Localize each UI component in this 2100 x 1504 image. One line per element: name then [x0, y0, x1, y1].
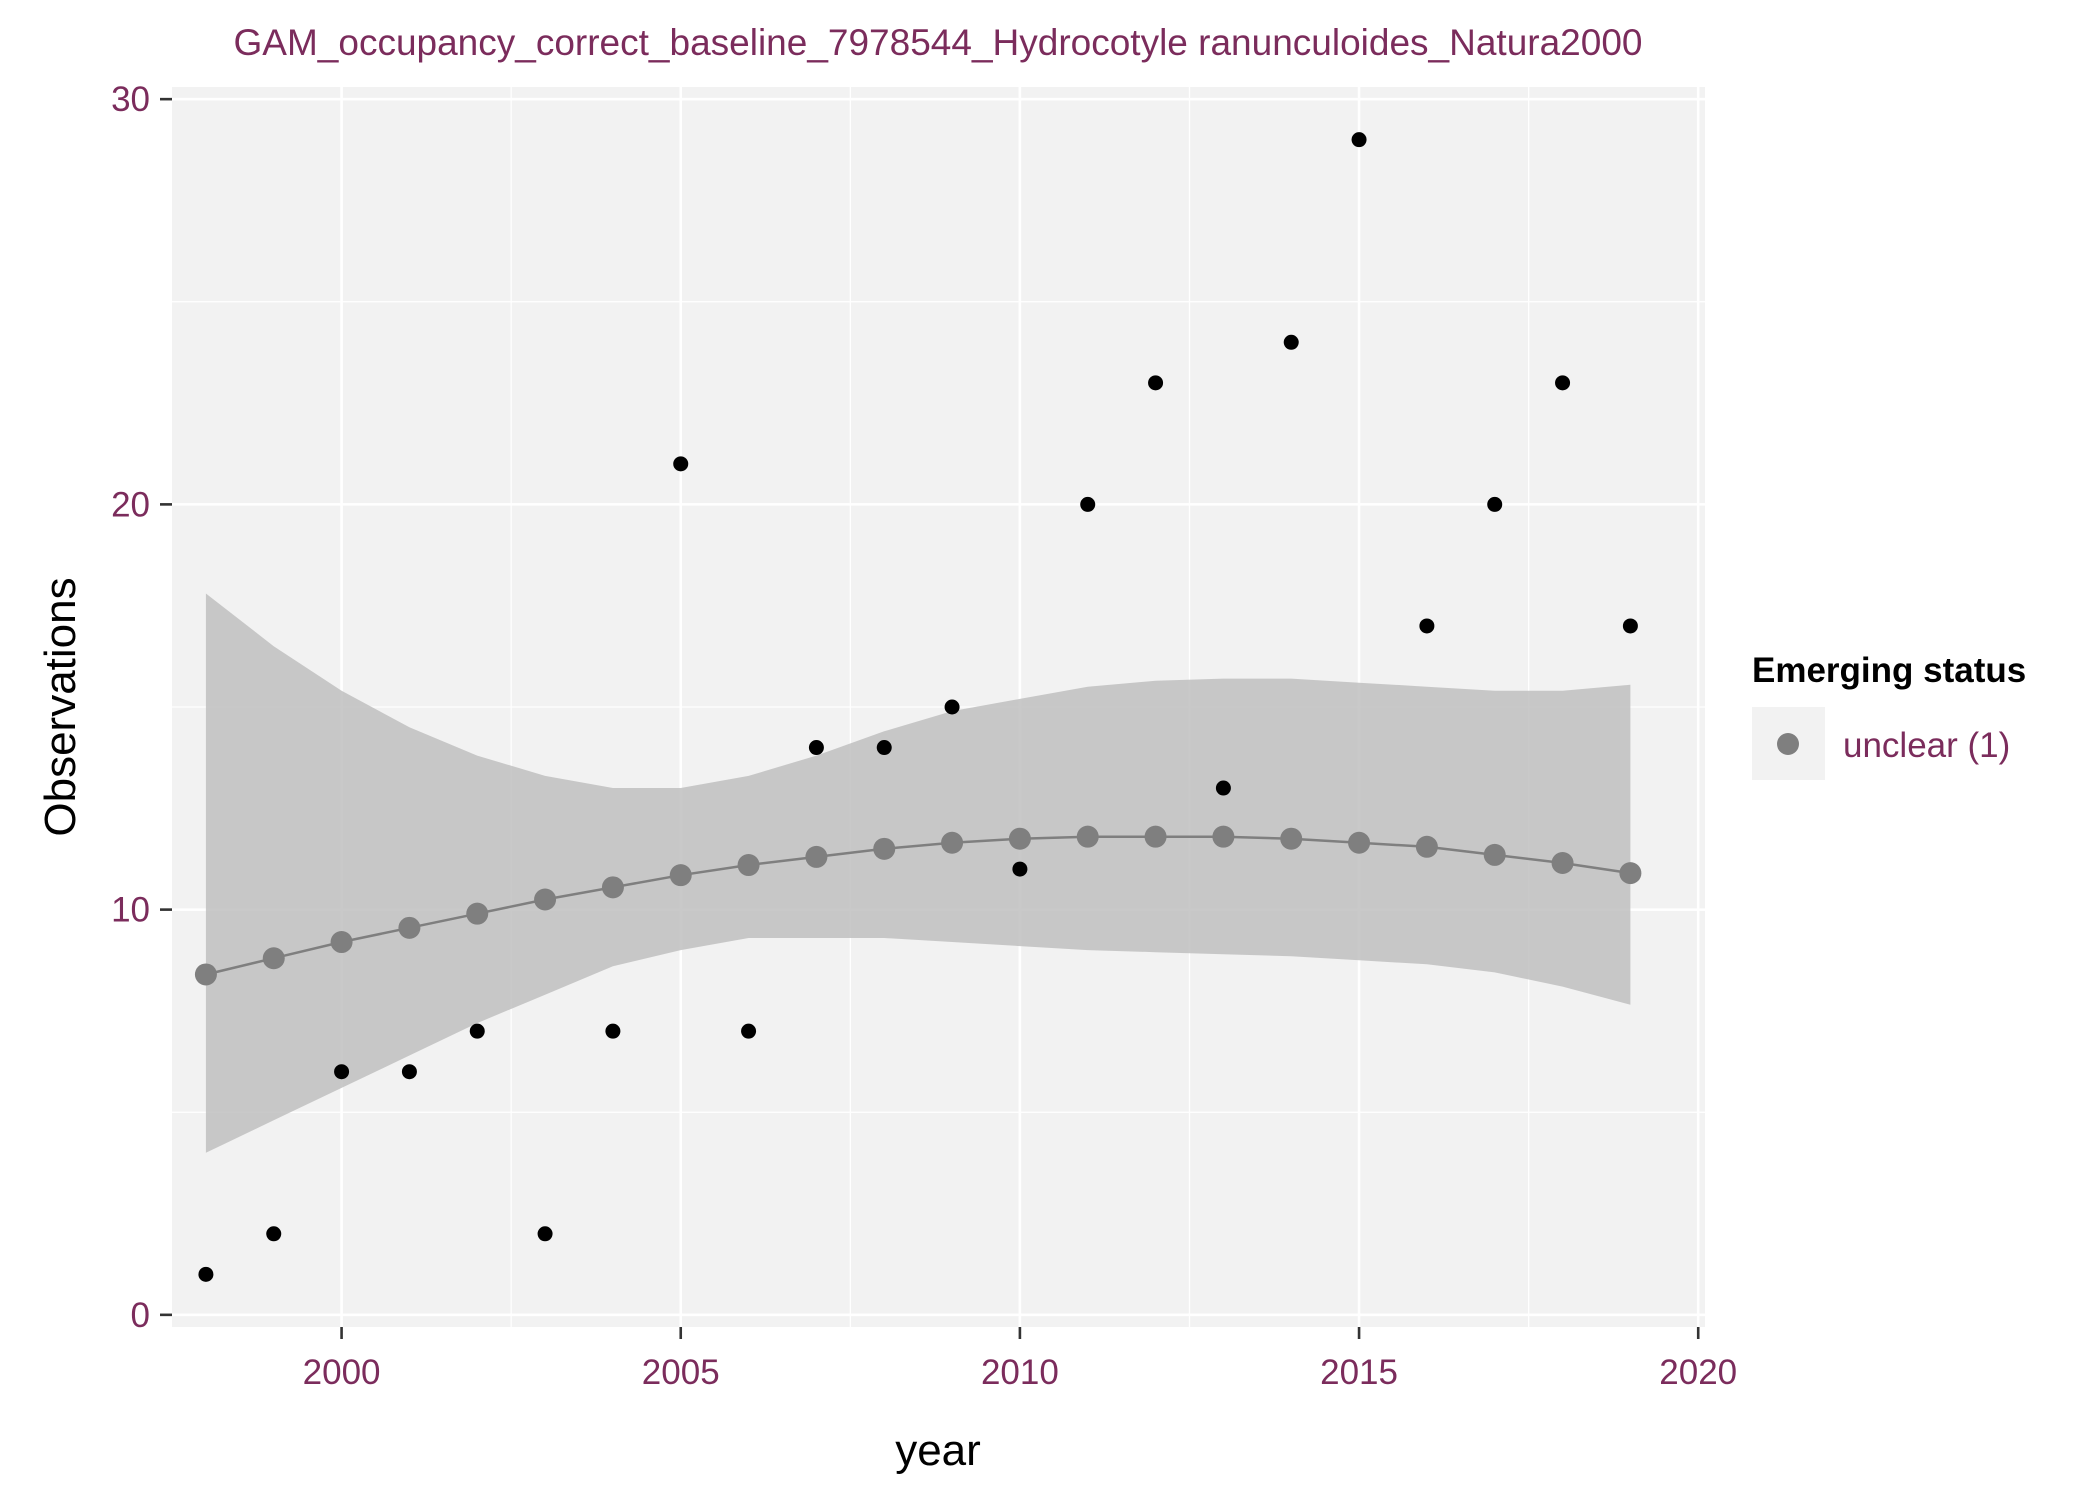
observation-point [1487, 496, 1503, 512]
legend-key-point [1777, 733, 1799, 755]
fit-point [737, 854, 760, 877]
fit-point [805, 845, 828, 868]
y-tick-label: 30 [111, 80, 150, 119]
fit-point [941, 831, 964, 854]
observation-point [673, 456, 689, 472]
fit-points [194, 825, 1642, 986]
observation-point [876, 740, 892, 756]
observation-point [334, 1064, 350, 1080]
fit-point [1144, 825, 1167, 848]
fit-point [1348, 831, 1371, 854]
observation-point [741, 1023, 757, 1039]
fit-point [194, 963, 217, 986]
fit-point [1008, 827, 1031, 850]
observation-points [198, 132, 1638, 1282]
observation-point [1012, 861, 1028, 877]
x-axis-label: year [895, 1426, 981, 1475]
y-axis: 0 10 20 30 [111, 80, 172, 1335]
legend-entry-label: unclear (1) [1843, 726, 2010, 765]
legend-title: Emerging status [1752, 651, 2026, 690]
observation-point [537, 1226, 553, 1242]
confidence-ribbon [205, 593, 1631, 1153]
x-tick-label: 2005 [642, 1353, 720, 1392]
observation-point [1148, 375, 1164, 391]
observation-point [1351, 132, 1367, 148]
x-tick-label: 2010 [981, 1353, 1059, 1392]
observation-point [1419, 618, 1435, 634]
y-tick-label: 10 [111, 891, 150, 930]
fit-line [205, 835, 1631, 976]
x-tick-label: 2000 [303, 1353, 381, 1392]
fit-point [1551, 852, 1574, 875]
fit-point [534, 888, 557, 911]
fit-point [262, 947, 285, 970]
fit-point [1483, 843, 1506, 866]
observation-point [266, 1226, 282, 1242]
fit-point [330, 931, 353, 954]
x-tick-label: 2015 [1320, 1353, 1398, 1392]
observation-point [1622, 618, 1638, 634]
fit-point [669, 864, 692, 887]
observation-point [401, 1064, 417, 1080]
observation-point [469, 1023, 485, 1039]
observation-point [605, 1023, 621, 1039]
observation-point [1283, 334, 1299, 350]
fit-point [1415, 835, 1438, 858]
y-tick-label: 20 [111, 485, 150, 524]
fit-point [601, 876, 624, 899]
observation-point [1215, 780, 1231, 796]
observation-point [1080, 496, 1096, 512]
fit-point [873, 837, 896, 860]
x-tick-label: 2020 [1659, 1353, 1737, 1392]
observation-point [944, 699, 960, 715]
x-axis: 2000 2005 2010 2015 2020 [303, 1327, 1737, 1392]
observation-point [1555, 375, 1571, 391]
legend: Emerging status unclear (1) [1752, 651, 2026, 780]
observation-point [198, 1266, 214, 1282]
fit-point [1212, 825, 1235, 848]
fit-point [466, 902, 489, 925]
y-axis-label: Observations [36, 577, 85, 836]
y-tick-label: 0 [131, 1296, 150, 1335]
fit-point [1076, 825, 1099, 848]
observation-point [808, 740, 824, 756]
fit-point [398, 916, 421, 939]
chart-title: GAM_occupancy_correct_baseline_7978544_H… [234, 22, 1643, 63]
fit-point [1280, 827, 1303, 850]
fit-point [1619, 862, 1642, 885]
